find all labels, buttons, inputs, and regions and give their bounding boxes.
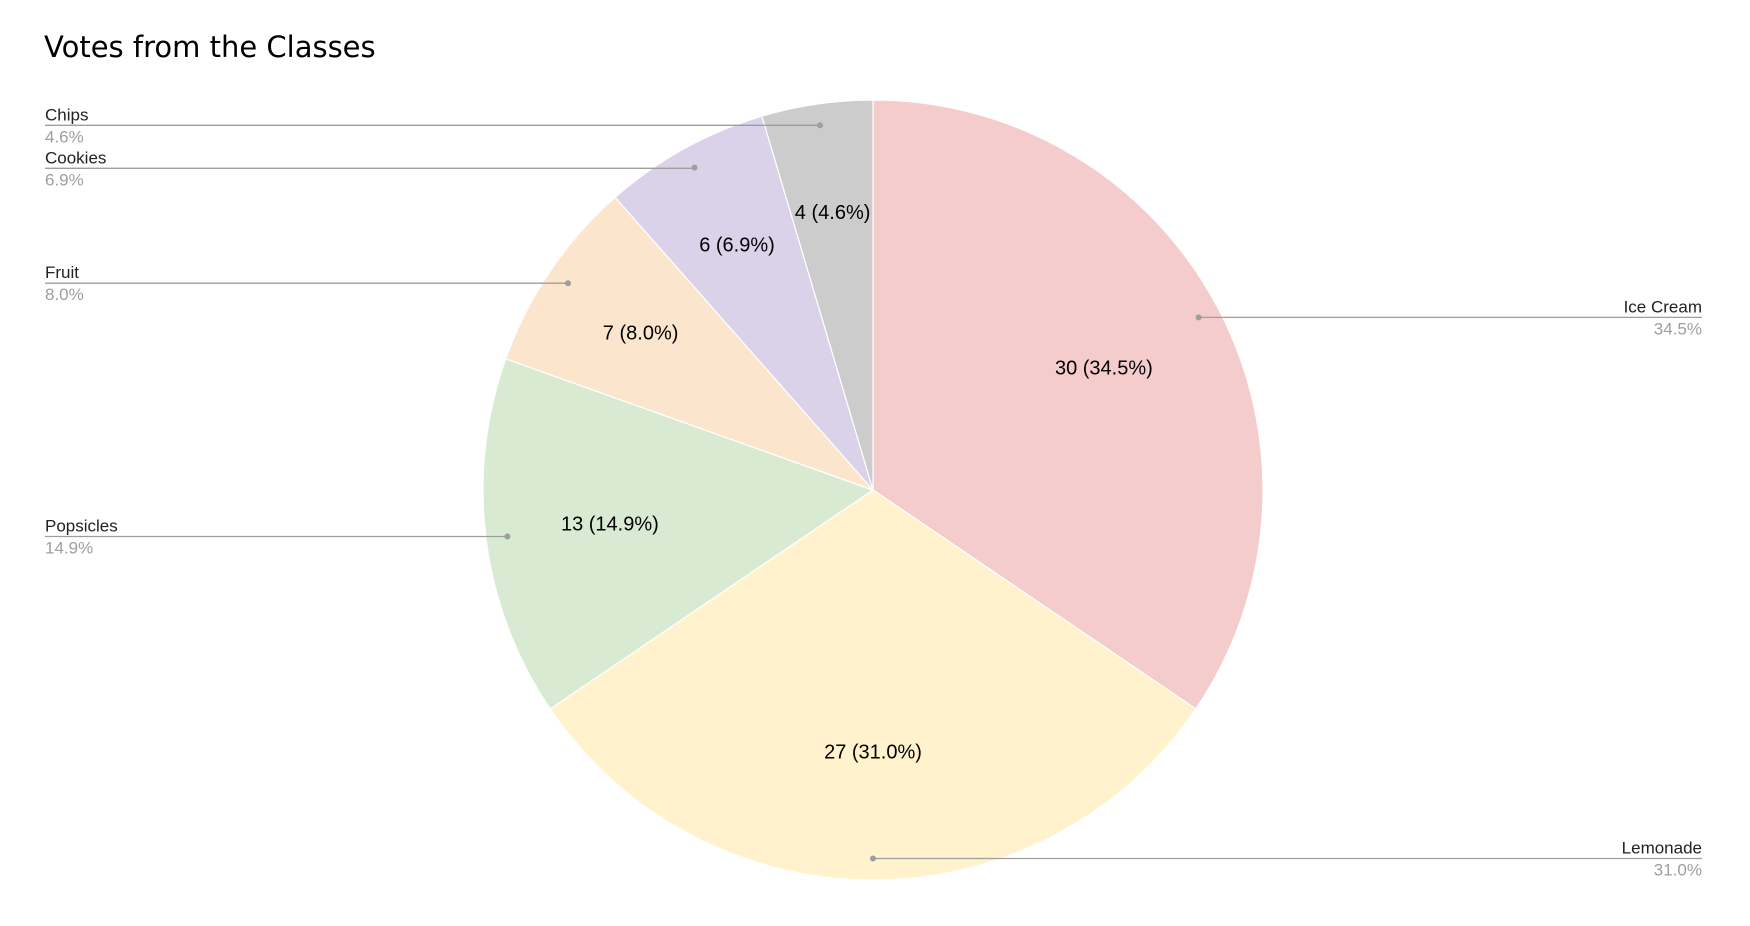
callout-name-popsicles: Popsicles [45, 517, 118, 536]
slice-value-label-fruit: 7 (8.0%) [603, 322, 679, 344]
chart-title: Votes from the Classes [44, 30, 376, 64]
callout-percent-ice-cream: 34.5% [1654, 319, 1702, 338]
callout-name-chips: Chips [45, 105, 88, 124]
callout-labels: Ice Cream 34.5% Lemonade 31.0% Popsicles 14.9… [45, 105, 1702, 879]
pie-slice-ice-cream [872, 99, 1264, 710]
leader-dot-popsicles [504, 533, 511, 540]
callout-percent-lemonade: 31.0% [1654, 861, 1702, 880]
callout-percent-popsicles: 14.9% [45, 539, 93, 558]
slice-value-label-ice-cream: 30 (34.5%) [1055, 358, 1153, 380]
leader-dot-cookies [691, 164, 698, 171]
pie-slice-cookies [614, 115, 874, 491]
pie-slice-popsicles [482, 358, 875, 710]
leader-dot-fruit [565, 280, 571, 287]
callout-name-fruit: Fruit [45, 263, 79, 282]
leader-line-cookies [45, 167, 696, 169]
pie-slice-chips [761, 99, 874, 491]
slice-value-label-chips: 4 (4.6%) [795, 202, 871, 224]
slice-value-label-popsicles: 13 (14.9%) [561, 513, 659, 535]
callout-leaders [45, 122, 1702, 862]
slice-value-label-lemonade: 27 (31.0%) [824, 741, 922, 763]
callout-percent-chips: 4.6% [45, 127, 84, 146]
callout-percent-fruit: 8.0% [45, 285, 84, 304]
pie-slice-lemonade [549, 489, 1197, 881]
slice-labels: 30 (34.5%) 27 (31.0%) 13 (14.9%) 7 (8.0%) 6 … [561, 202, 1153, 763]
callout-name-lemonade: Lemonade [1622, 839, 1702, 858]
pie-slice-fruit [504, 196, 875, 492]
slice-value-label-cookies: 6 (6.9%) [699, 234, 775, 256]
callout-name-cookies: Cookies [45, 148, 106, 167]
callout-percent-cookies: 6.9% [45, 170, 84, 189]
leader-dot-lemonade [870, 855, 876, 862]
pie-slices [482, 99, 1264, 881]
leader-dot-ice-cream [1195, 314, 1202, 321]
leader-dot-chips [817, 122, 823, 129]
callout-name-ice-cream: Ice Cream [1624, 297, 1702, 316]
